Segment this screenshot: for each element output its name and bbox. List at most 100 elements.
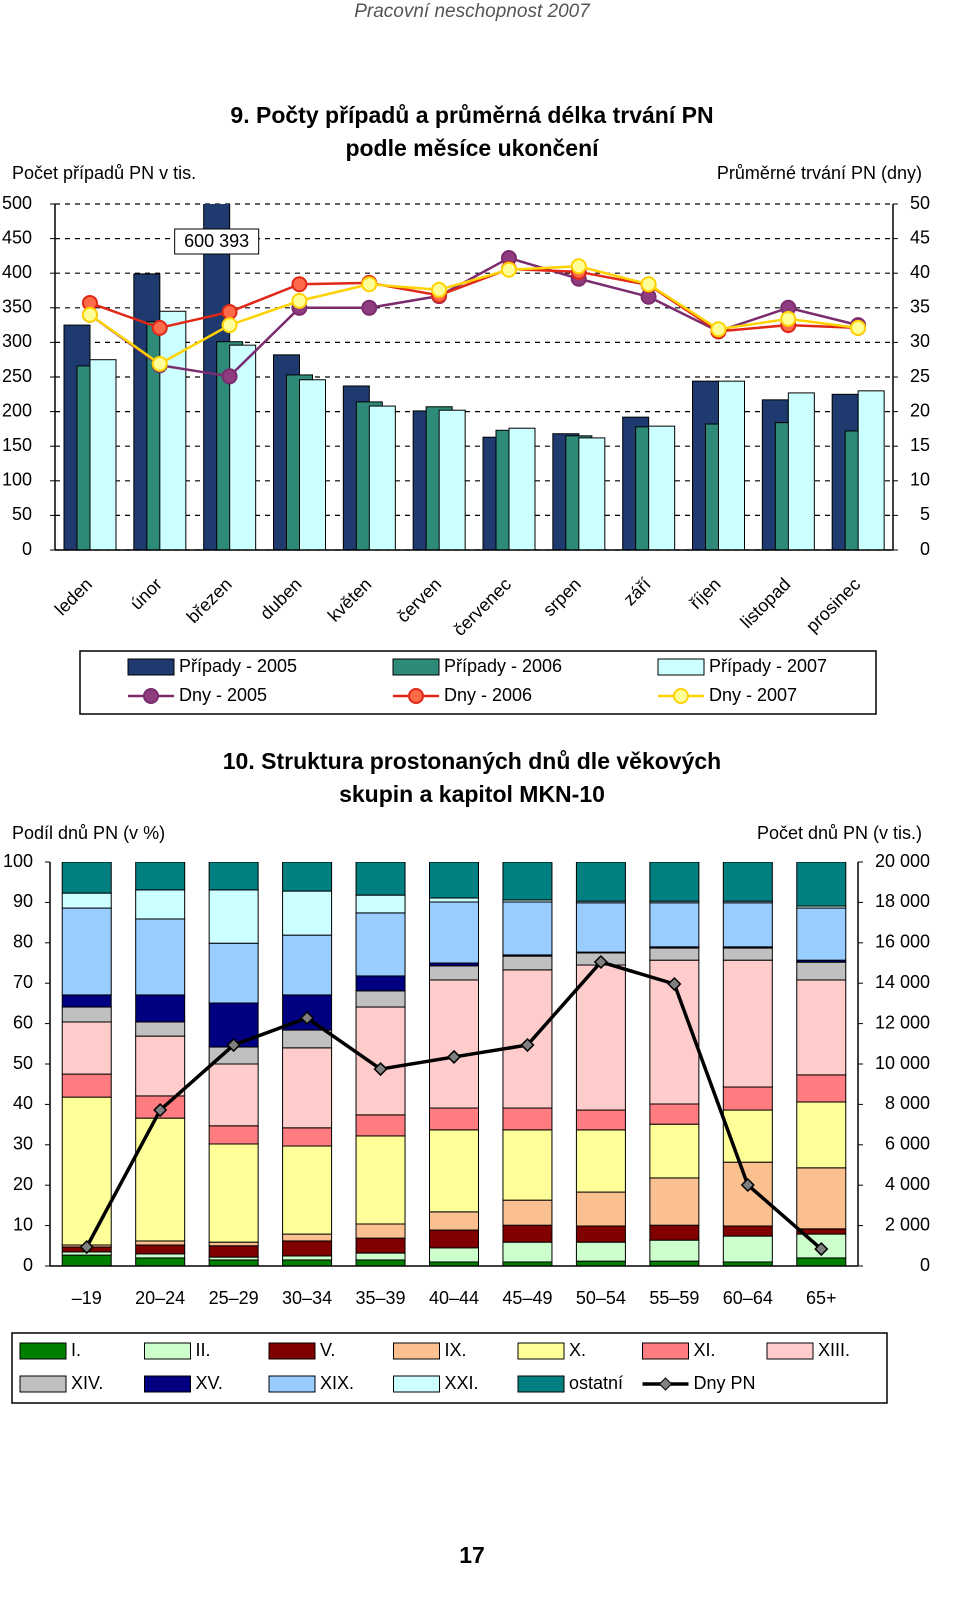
bar-segment — [649, 902, 700, 948]
bar-segment — [355, 912, 406, 977]
legend-swatch — [642, 1342, 689, 1360]
bar-segment — [208, 1063, 259, 1127]
y-tick-label: 0 — [23, 1255, 33, 1275]
marker — [446, 1049, 462, 1064]
x-tick-label: březen — [183, 574, 236, 627]
value-label-box — [174, 228, 260, 255]
legend-label: IX. — [445, 1340, 467, 1360]
bar-segment — [208, 862, 259, 891]
bar-segment — [61, 1006, 112, 1023]
bar-segment — [722, 1225, 773, 1237]
y2-tick-label: 50 — [910, 193, 930, 213]
bar-segment — [575, 1109, 626, 1131]
y-tick-label: 100 — [2, 470, 32, 490]
marker — [850, 319, 867, 336]
legend-label: X. — [569, 1340, 586, 1360]
bar-segment — [429, 862, 479, 899]
bar-segment — [135, 889, 186, 920]
bar-segment — [575, 1191, 626, 1227]
y-tick-label: 40 — [13, 1093, 33, 1113]
legend-swatch — [517, 1375, 565, 1393]
bar-segment — [282, 934, 333, 996]
bar-segment — [796, 961, 847, 981]
y2-tick-label: 0 — [920, 1255, 930, 1275]
legend-swatch — [144, 1342, 191, 1360]
bar-segment — [355, 1006, 406, 1116]
bar-segment — [282, 1240, 333, 1257]
x-tick-label: 35–39 — [356, 1288, 406, 1308]
legend-label: Dny - 2006 — [444, 685, 532, 705]
bar-segment — [575, 964, 626, 1111]
y2-tick-label: 4 000 — [885, 1174, 930, 1194]
bar-segment — [502, 955, 553, 971]
legend-label: Dny - 2005 — [179, 685, 267, 705]
y-tick-label: 50 — [12, 504, 32, 524]
legend-label: Případy - 2005 — [179, 656, 297, 676]
legend-marker — [658, 1377, 673, 1391]
bar-segment — [649, 1224, 700, 1241]
y2-tick-label: 10 000 — [875, 1053, 930, 1073]
bar-segment — [135, 1257, 186, 1266]
legend-swatch — [392, 658, 440, 676]
legend-swatch — [517, 1342, 565, 1360]
y-tick-label: 10 — [13, 1214, 33, 1234]
y-tick-label: 90 — [13, 891, 33, 911]
y2-axis-title: Průměrné trvání PN (dny) — [717, 163, 922, 183]
y2-tick-label: 30 — [910, 331, 930, 351]
y2-axis-title: Počet dnů PN (v tis.) — [757, 823, 922, 843]
y2-tick-label: 15 — [910, 435, 930, 455]
bar-segment — [502, 1199, 553, 1226]
legend-box — [11, 1332, 888, 1404]
legend-label: Dny - 2007 — [709, 685, 797, 705]
bar-segment — [282, 1259, 333, 1266]
bar-segment — [208, 1125, 259, 1145]
bar-segment — [429, 965, 479, 981]
bar-segment — [355, 1237, 406, 1254]
bar-segment — [429, 1129, 479, 1213]
legend-swatch — [393, 1342, 440, 1360]
x-tick-label: říjen — [686, 574, 725, 613]
bar-segment — [282, 1145, 333, 1235]
chart-title: 9. Počty případů a průměrná délka trvání… — [230, 102, 713, 128]
bar-segment — [502, 1241, 553, 1263]
legend-label: I. — [71, 1340, 81, 1360]
bar-segment — [282, 1047, 333, 1129]
bar-segment — [355, 894, 406, 914]
bar-segment — [796, 862, 847, 907]
marker — [740, 1177, 755, 1193]
bar — [578, 437, 606, 550]
bar-segment — [722, 947, 773, 961]
x-tick-label: září — [619, 574, 654, 609]
marker — [570, 258, 587, 275]
bar-segment — [135, 1035, 186, 1097]
x-tick-label: –19 — [72, 1288, 102, 1308]
bar-segment — [796, 979, 847, 1076]
legend-swatch — [144, 1375, 191, 1393]
legend-label: ostatní — [569, 1373, 623, 1393]
chart-title: skupin a kapitol MKN-10 — [339, 781, 605, 807]
bar-segment — [429, 979, 479, 1109]
legend-swatch — [268, 1375, 316, 1393]
bar-segment — [61, 1073, 112, 1098]
bar — [438, 409, 466, 550]
marker — [300, 1010, 315, 1026]
x-tick-label: 20–24 — [135, 1288, 185, 1308]
bar-segment — [502, 1224, 553, 1243]
bar-segment — [61, 907, 112, 996]
x-tick-label: srpen — [539, 574, 585, 620]
marker — [520, 1037, 535, 1053]
x-tick-label: 65+ — [806, 1288, 837, 1308]
bar — [648, 425, 676, 550]
bar-segment — [429, 1247, 479, 1263]
marker — [780, 310, 797, 327]
bar-segment — [649, 862, 700, 902]
line — [89, 267, 859, 333]
marker — [667, 976, 682, 992]
bar-segment — [355, 862, 406, 896]
bar-segment — [649, 947, 700, 961]
bar-segment — [282, 1127, 333, 1147]
bar-segment — [61, 862, 112, 894]
legend-swatch — [268, 1342, 316, 1360]
bar-segment — [722, 1086, 773, 1111]
bar-segment — [282, 1255, 333, 1261]
